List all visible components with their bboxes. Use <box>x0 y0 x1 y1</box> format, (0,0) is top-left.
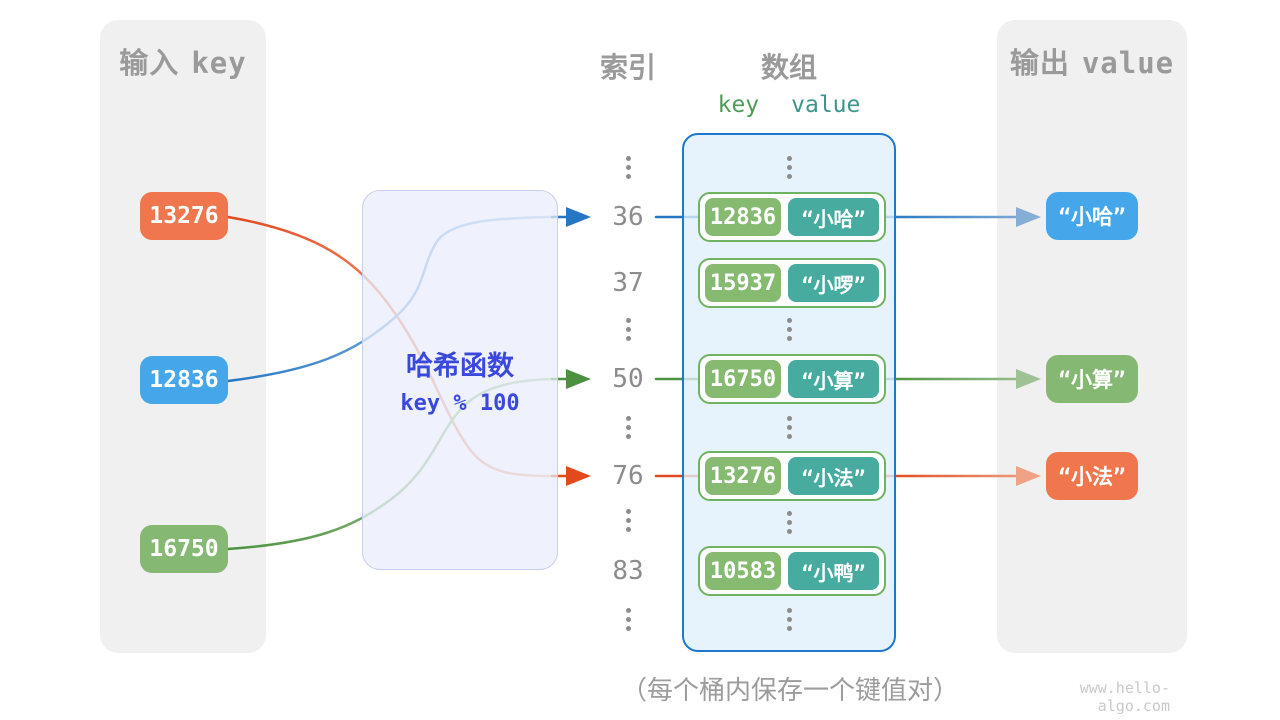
input-key-13276: 13276 <box>140 192 228 240</box>
index-value-50: 50 <box>612 364 644 394</box>
bucket-row-50: 16750 “小算” <box>698 354 886 404</box>
output-value-panel <box>997 20 1187 653</box>
output-value-xiaoha: “小哈” <box>1046 192 1138 240</box>
vertical-ellipsis-icon <box>787 416 792 439</box>
index-value-37: 37 <box>612 268 644 298</box>
watermark-url: www.hello-algo.com <box>1079 679 1170 715</box>
input-title-en: key <box>191 46 247 80</box>
output-value-xiaofa: “小法” <box>1046 452 1138 500</box>
value-label: value <box>791 92 861 118</box>
array-column-header: 数组 <box>760 52 817 83</box>
bucket-key: 16750 <box>705 360 781 398</box>
key-value-header: key value <box>682 92 896 118</box>
bucket-value: “小鸭” <box>788 552 879 590</box>
index-value-36: 36 <box>612 202 644 232</box>
bucket-row-83: 10583 “小鸭” <box>698 546 886 596</box>
output-title-zh: 输出 <box>1009 48 1070 80</box>
bucket-key: 13276 <box>705 457 781 495</box>
bucket-value: “小啰” <box>788 264 879 302</box>
vertical-ellipsis-icon <box>626 509 631 532</box>
index-value-83: 83 <box>612 556 644 586</box>
bucket-key: 12836 <box>705 198 781 236</box>
output-value-xiaosuan: “小算” <box>1046 355 1138 403</box>
input-key-16750: 16750 <box>140 525 228 573</box>
input-title-zh: 输入 <box>119 48 180 80</box>
vertical-ellipsis-icon <box>787 608 792 631</box>
vertical-ellipsis-icon <box>787 511 792 534</box>
vertical-ellipsis-icon <box>787 318 792 341</box>
output-panel-title: 输出 value <box>997 40 1187 82</box>
key-label: key <box>717 92 760 118</box>
vertical-ellipsis-icon <box>626 608 631 631</box>
output-title-en: value <box>1081 46 1175 80</box>
hash-function-formula: key % 100 <box>400 391 520 416</box>
bucket-key: 15937 <box>705 264 781 302</box>
bucket-value: “小哈” <box>788 198 879 236</box>
bucket-value: “小算” <box>788 360 879 398</box>
bucket-key: 10583 <box>705 552 781 590</box>
bucket-row-37: 15937 “小啰” <box>698 258 886 308</box>
hash-function-box <box>362 190 558 570</box>
index-value-76: 76 <box>612 461 644 491</box>
input-panel-title: 输入 key <box>100 40 266 82</box>
bucket-row-36: 12836 “小哈” <box>698 192 886 242</box>
hash-function-title: 哈希函数 <box>406 351 514 381</box>
vertical-ellipsis-icon <box>626 416 631 439</box>
vertical-ellipsis-icon <box>787 156 792 179</box>
diagram-caption: （每个桶内保存一个键值对） <box>620 675 959 705</box>
bucket-row-76: 13276 “小法” <box>698 451 886 501</box>
vertical-ellipsis-icon <box>626 318 631 341</box>
index-column-header: 索引 <box>599 52 656 83</box>
vertical-ellipsis-icon <box>626 156 631 179</box>
input-key-12836: 12836 <box>140 356 228 404</box>
bucket-value: “小法” <box>788 457 879 495</box>
